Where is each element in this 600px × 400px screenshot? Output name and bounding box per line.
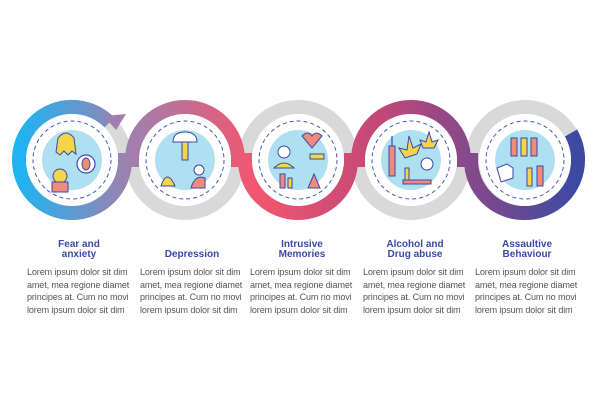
fist-fighting-people-icon	[479, 114, 571, 206]
description-line: amet, mea regione diamet	[250, 279, 353, 290]
description-line: lorem ipsum dolor sit dim	[250, 304, 348, 315]
description-line: amet, mea regione diamet	[27, 279, 130, 290]
step-title: Alcohol and Drug abuse	[386, 239, 444, 260]
ghost-scared-person-icon	[26, 114, 118, 206]
description-line: principes at. Cum no movi	[250, 292, 352, 303]
description-line: lorem ipsum dolor sit dim	[140, 304, 238, 315]
description-line: principes at. Cum no movi	[475, 292, 577, 303]
description-line: amet, mea regione diamet	[475, 279, 578, 290]
step-description: Lorem ipsum dolor sit dim amet, mea regio…	[27, 266, 131, 316]
step-column: Assaultive Behaviour Lorem ipsum dolor s…	[475, 234, 579, 316]
crying-person-icon	[139, 114, 231, 206]
step-description: Lorem ipsum dolor sit dim amet, mea regio…	[250, 266, 354, 316]
broken-heart-memories-icon	[252, 114, 344, 206]
step-column: Depression Lorem ipsum dolor sit dim amet…	[140, 234, 244, 316]
description-line: lorem ipsum dolor sit dim	[363, 304, 461, 315]
wavy-progress-path	[11, 99, 585, 221]
description-line: Lorem ipsum dolor sit dim	[363, 267, 464, 277]
step-description: Lorem ipsum dolor sit dim amet, mea regio…	[140, 266, 244, 316]
step-title: Intrusive Memories	[278, 239, 326, 260]
description-line: principes at. Cum no movi	[140, 292, 242, 303]
description-line: Lorem ipsum dolor sit dim	[250, 267, 351, 277]
step-description: Lorem ipsum dolor sit dim amet, mea regio…	[475, 266, 579, 316]
step-description: Lorem ipsum dolor sit dim amet, mea regio…	[363, 266, 467, 316]
description-line: amet, mea regione diamet	[140, 279, 243, 290]
description-line: Lorem ipsum dolor sit dim	[27, 267, 128, 277]
step-column: Intrusive Memories Lorem ipsum dolor sit…	[250, 234, 354, 316]
description-line: lorem ipsum dolor sit dim	[27, 304, 125, 315]
description-line: principes at. Cum no movi	[363, 292, 465, 303]
step-column: Fear and anxiety Lorem ipsum dolor sit d…	[27, 234, 131, 316]
step-title: Assaultive Behaviour	[501, 239, 553, 260]
step-column: Alcohol and Drug abuse Lorem ipsum dolor…	[363, 234, 467, 316]
step-title: Depression	[164, 249, 220, 260]
description-line: Lorem ipsum dolor sit dim	[140, 267, 241, 277]
description-line: amet, mea regione diamet	[363, 279, 466, 290]
arrow-tail-notch	[104, 114, 126, 130]
description-line: Lorem ipsum dolor sit dim	[475, 267, 576, 277]
syringe-cannabis-bottle-icon	[365, 114, 457, 206]
step-title: Fear and anxiety	[58, 239, 100, 260]
description-line: principes at. Cum no movi	[27, 292, 129, 303]
description-line: lorem ipsum dolor sit dim	[475, 304, 573, 315]
